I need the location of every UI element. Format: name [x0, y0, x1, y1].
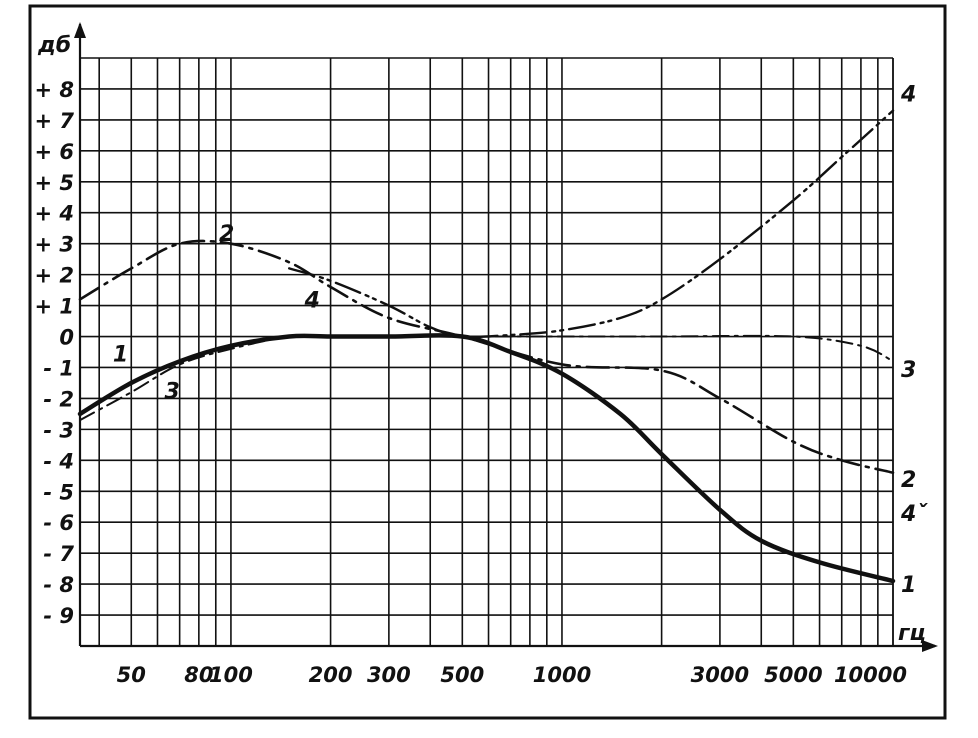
series-line-4 [288, 109, 895, 339]
series-line-3 [79, 334, 894, 422]
curve-label-2: 2 [901, 468, 916, 493]
series-line-1 [77, 333, 896, 584]
series-lines [77, 109, 896, 584]
y-tick-label: + 1 [34, 295, 74, 319]
curve-label-3: 3 [901, 358, 916, 383]
y-tick-labels: + 8 + 7 + 6 + 5 + 4 + 3 + 2 + 1 0 - 1 - 2 - 3 - 4 - 5… [34, 78, 74, 628]
x-axis-arrow [922, 640, 938, 652]
curve-label-3: 3 [165, 380, 180, 405]
y-axis-arrow [74, 22, 86, 38]
y-tick-label: - 5 [43, 480, 74, 504]
grid [80, 57, 894, 646]
y-tick-label: - 7 [43, 542, 74, 566]
curve-labels: 1 2 3 4 4 3 2 4ˇ 1 [113, 83, 928, 599]
axes [74, 22, 938, 652]
curve-label-1: 1 [901, 573, 916, 598]
x-tick-label: 200 [309, 663, 353, 687]
curve-label-1: 1 [113, 343, 128, 368]
outer-frame [28, 4, 947, 720]
y-tick-label: - 8 [43, 573, 74, 597]
curve-label-2: 2 [219, 222, 234, 247]
y-tick-label: 0 [59, 326, 74, 350]
y-tick-label: + 5 [34, 171, 74, 195]
x-tick-label: 500 [440, 663, 484, 687]
y-tick-label: - 4 [43, 449, 74, 473]
y-tick-label: - 1 [43, 356, 74, 380]
curve-label-4: 4 [900, 83, 916, 108]
y-tick-label: + 8 [34, 78, 74, 102]
y-tick-label: + 6 [34, 140, 74, 164]
x-tick-label: 5000 [764, 663, 822, 687]
x-tick-label: 10000 [834, 663, 907, 687]
y-tick-label: - 3 [43, 418, 74, 442]
x-tick-label: 100 [209, 663, 253, 687]
y-tick-label: + 7 [34, 109, 74, 133]
y-tick-label: - 9 [43, 604, 74, 628]
y-tick-label: + 2 [34, 264, 74, 288]
x-tick-label: 3000 [691, 663, 749, 687]
x-axis-unit-label: гц [898, 621, 926, 646]
y-tick-label: + 4 [34, 202, 74, 226]
x-tick-label: 1000 [533, 663, 591, 687]
y-tick-label: - 2 [43, 387, 74, 411]
y-tick-label: - 6 [43, 511, 74, 535]
x-tick-label: 80 [184, 663, 213, 687]
x-tick-label: 50 [117, 663, 146, 687]
y-axis-unit-label: дб [37, 33, 71, 58]
curve-label-4: 4ˇ [900, 502, 928, 527]
curve-label-4: 4 [304, 288, 320, 313]
y-tick-label: + 3 [34, 233, 74, 257]
x-tick-label: 300 [367, 663, 411, 687]
